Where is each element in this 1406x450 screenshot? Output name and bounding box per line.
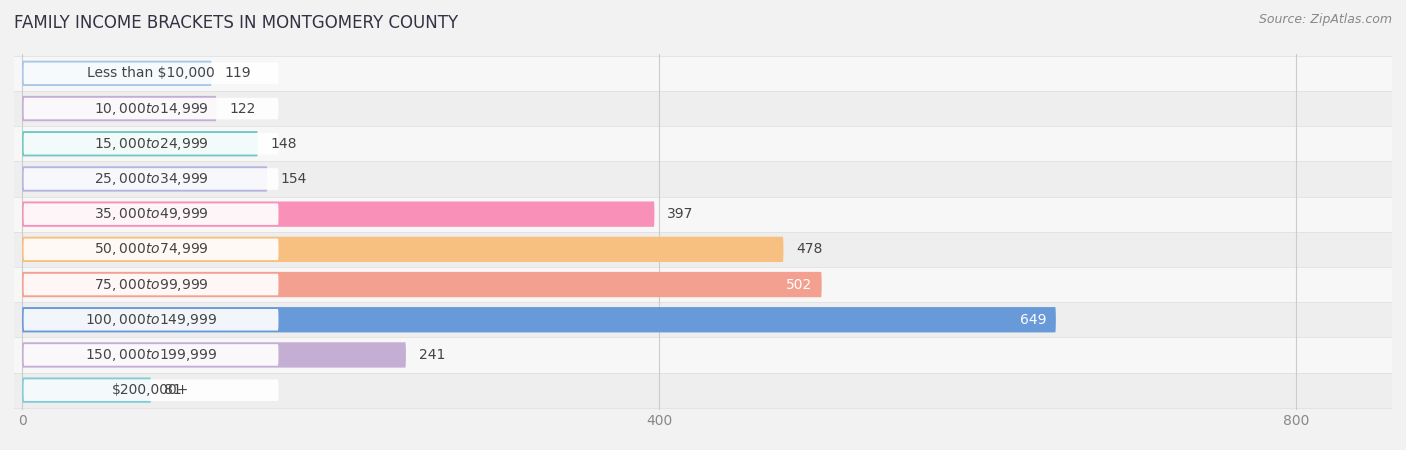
Bar xyxy=(14,373,1392,408)
Text: 397: 397 xyxy=(668,207,693,221)
Text: $15,000 to $24,999: $15,000 to $24,999 xyxy=(94,136,208,152)
Text: 241: 241 xyxy=(419,348,446,362)
Text: $10,000 to $14,999: $10,000 to $14,999 xyxy=(94,100,208,117)
Bar xyxy=(14,162,1392,197)
FancyBboxPatch shape xyxy=(22,272,821,297)
Bar xyxy=(14,56,1392,91)
FancyBboxPatch shape xyxy=(24,274,278,295)
FancyBboxPatch shape xyxy=(22,166,267,192)
Text: $200,000+: $200,000+ xyxy=(112,383,190,397)
Text: 154: 154 xyxy=(280,172,307,186)
Text: $100,000 to $149,999: $100,000 to $149,999 xyxy=(84,312,218,328)
Text: $50,000 to $74,999: $50,000 to $74,999 xyxy=(94,241,208,257)
Text: 478: 478 xyxy=(796,243,823,256)
FancyBboxPatch shape xyxy=(22,342,406,368)
Text: 81: 81 xyxy=(163,383,181,397)
Text: 502: 502 xyxy=(786,278,813,292)
FancyBboxPatch shape xyxy=(22,131,257,157)
FancyBboxPatch shape xyxy=(24,133,278,154)
FancyBboxPatch shape xyxy=(24,309,278,330)
FancyBboxPatch shape xyxy=(24,344,278,366)
Bar xyxy=(14,126,1392,162)
Text: $75,000 to $99,999: $75,000 to $99,999 xyxy=(94,277,208,292)
Bar xyxy=(14,267,1392,302)
Bar xyxy=(14,197,1392,232)
Text: 148: 148 xyxy=(270,137,297,151)
Bar xyxy=(14,91,1392,126)
FancyBboxPatch shape xyxy=(24,168,278,190)
Text: $35,000 to $49,999: $35,000 to $49,999 xyxy=(94,206,208,222)
FancyBboxPatch shape xyxy=(22,96,217,121)
Text: $25,000 to $34,999: $25,000 to $34,999 xyxy=(94,171,208,187)
Bar xyxy=(14,338,1392,373)
Text: FAMILY INCOME BRACKETS IN MONTGOMERY COUNTY: FAMILY INCOME BRACKETS IN MONTGOMERY COU… xyxy=(14,14,458,32)
FancyBboxPatch shape xyxy=(24,203,278,225)
FancyBboxPatch shape xyxy=(24,238,278,260)
FancyBboxPatch shape xyxy=(22,202,654,227)
Text: Less than $10,000: Less than $10,000 xyxy=(87,66,215,81)
FancyBboxPatch shape xyxy=(22,237,783,262)
Text: $150,000 to $199,999: $150,000 to $199,999 xyxy=(84,347,218,363)
FancyBboxPatch shape xyxy=(24,98,278,119)
Text: 122: 122 xyxy=(229,102,256,116)
FancyBboxPatch shape xyxy=(22,61,211,86)
Text: 119: 119 xyxy=(225,66,250,81)
Text: Source: ZipAtlas.com: Source: ZipAtlas.com xyxy=(1258,14,1392,27)
Bar xyxy=(14,232,1392,267)
FancyBboxPatch shape xyxy=(22,307,1056,333)
FancyBboxPatch shape xyxy=(22,378,150,403)
Bar xyxy=(14,302,1392,338)
Text: 649: 649 xyxy=(1019,313,1046,327)
FancyBboxPatch shape xyxy=(24,379,278,401)
FancyBboxPatch shape xyxy=(24,63,278,84)
